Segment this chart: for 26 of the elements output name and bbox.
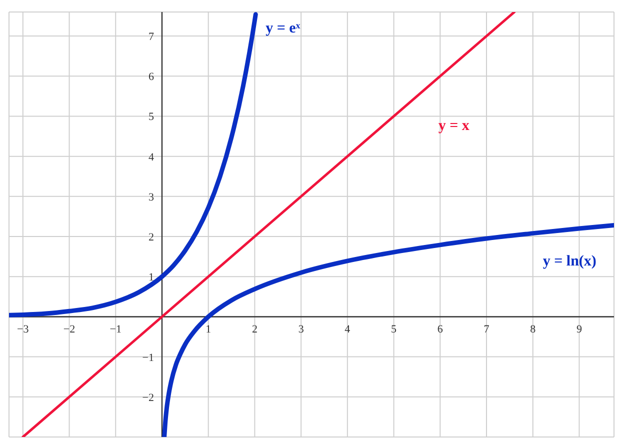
x-tick-label: 1 xyxy=(206,324,212,336)
y-tick-label: 2 xyxy=(148,232,154,244)
y-tick-label: 5 xyxy=(148,111,154,124)
series-label: y = ln(x) xyxy=(542,253,596,270)
y-tick-label: 1 xyxy=(148,272,154,284)
x-tick-label: 4 xyxy=(344,324,351,336)
x-tick-label: 8 xyxy=(530,324,536,336)
x-tick-label: −3 xyxy=(17,324,30,336)
y-tick-label: −2 xyxy=(142,392,154,404)
y-tick-label: 4 xyxy=(148,151,154,164)
line-series xyxy=(162,223,614,437)
x-tick-label: 5 xyxy=(391,324,398,336)
x-tick-label: −2 xyxy=(63,324,76,336)
x-tick-label: 2 xyxy=(252,324,258,336)
x-tick-label: 9 xyxy=(576,324,582,336)
text: y = x xyxy=(438,118,470,134)
y-tick-label: 7 xyxy=(148,31,154,44)
line-series xyxy=(9,12,258,318)
y-tick-label: 3 xyxy=(148,191,154,204)
y-tick-label: 6 xyxy=(148,71,154,84)
x-tick-label: 7 xyxy=(484,324,490,336)
series-label: y = eˣ xyxy=(266,20,301,36)
y-tick-label: −1 xyxy=(142,352,154,364)
x-tick-label: 3 xyxy=(298,324,304,336)
x-tick-label: 6 xyxy=(437,324,444,336)
x-tick-label: −1 xyxy=(110,324,122,336)
